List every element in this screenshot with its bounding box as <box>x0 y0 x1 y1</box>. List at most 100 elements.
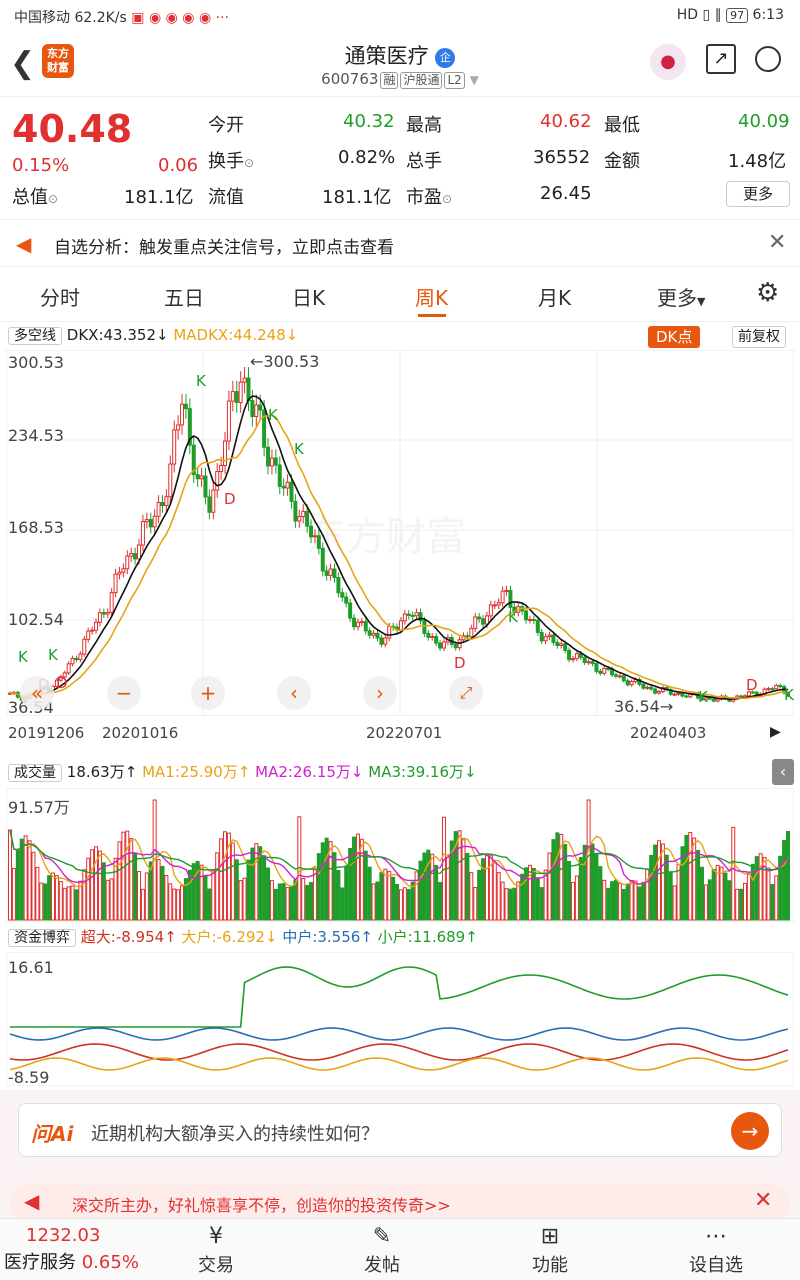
volume-bar <box>140 888 145 921</box>
y-axis-2: 234.53 <box>8 426 64 445</box>
info-icon[interactable]: ⊙ <box>244 156 255 170</box>
info-icon[interactable]: ⊙ <box>48 192 59 206</box>
candle-body <box>363 621 368 632</box>
volume-bar <box>438 881 443 921</box>
candle-body <box>148 519 153 528</box>
stock-code-row[interactable]: 600763 融沪股通 L2 ▼ <box>0 70 800 89</box>
volume-bar <box>535 877 540 921</box>
volume-bar <box>762 856 767 921</box>
volume-bar <box>113 857 118 921</box>
candle-body <box>414 612 419 617</box>
volume-bar <box>148 861 153 921</box>
candle-body <box>156 502 161 517</box>
settings-gear-icon[interactable]: ⚙ <box>756 278 780 308</box>
tab-monthly[interactable]: 月K <box>538 286 572 310</box>
candle-body <box>594 663 599 672</box>
alert-text[interactable]: 自选分析：触发重点关注信号，立即点击查看 <box>54 238 394 258</box>
share-icon[interactable]: ↗ <box>706 44 736 74</box>
tab-intraday[interactable]: 分时 <box>40 286 80 310</box>
candle-body <box>312 535 317 538</box>
index-ticker[interactable]: 1232.03 医疗服务 0.65% <box>4 1225 139 1274</box>
close-icon[interactable]: ✕ <box>754 1188 773 1213</box>
function-button[interactable]: ⊞ 功能 <box>510 1223 590 1277</box>
arrow-right-icon[interactable]: → <box>731 1112 769 1150</box>
alert-bar[interactable]: ◀ 自选分析：触发重点关注信号，立即点击查看 ✕ <box>0 219 800 267</box>
play-icon[interactable]: ▶ <box>770 724 781 740</box>
candle-body <box>78 653 83 661</box>
close-icon[interactable]: ✕ <box>768 230 787 255</box>
ai-question[interactable]: 近期机构大额净买入的持续性如何？ <box>91 1124 379 1145</box>
zoom-out-icon[interactable]: − <box>107 676 141 710</box>
small-value: 小户:11.689↑ <box>377 928 478 946</box>
adjust-selector[interactable]: 前复权 <box>732 326 786 348</box>
ai-logo: 问Ai <box>31 1122 74 1146</box>
volume-bar <box>500 881 505 921</box>
candle-body <box>441 641 446 649</box>
dkx-value: DKX:43.352↓ <box>66 326 169 344</box>
candle-body <box>305 510 310 527</box>
value-float-cap: 181.1亿 <box>322 187 392 208</box>
candle-body <box>739 695 744 698</box>
tab-five-day[interactable]: 五日 <box>164 286 204 310</box>
candle-body <box>117 571 122 575</box>
candle-body <box>578 653 583 658</box>
value-pe: 26.45 <box>540 183 592 204</box>
volume-bar <box>656 840 661 921</box>
candle-body <box>289 481 294 502</box>
candle-body <box>582 656 587 664</box>
search-icon[interactable] <box>755 46 781 72</box>
collapse-icon[interactable]: ‹ <box>772 759 794 785</box>
kline-grid <box>6 350 794 716</box>
add-watchlist-button[interactable]: ⋯ 设自选 <box>676 1223 756 1277</box>
scroll-left-icon[interactable]: « <box>20 676 54 710</box>
back-icon[interactable]: ❮ <box>10 46 36 81</box>
tab-weekly[interactable]: 周K <box>415 286 449 310</box>
volume-bar <box>430 853 435 921</box>
candle-body <box>402 613 407 622</box>
promo-banner[interactable]: ◀ 深交所主办，好礼惊喜享不停，创造你的投资传奇>> ✕ <box>10 1183 790 1221</box>
next-icon[interactable]: › <box>363 676 397 710</box>
volume-bar <box>778 855 783 921</box>
index-value: 1232.03 <box>26 1225 101 1246</box>
marker-k: K <box>698 688 709 706</box>
app-logo[interactable]: 东方财富 <box>42 44 74 78</box>
volume-bar <box>774 875 779 921</box>
robot-avatar-icon[interactable]: ● <box>650 44 686 80</box>
indicator-selector[interactable]: 多空线 <box>8 327 62 345</box>
candle-body <box>625 680 630 686</box>
promo-text[interactable]: 深交所主办，好礼惊喜享不停，创造你的投资传奇>> <box>72 1196 451 1215</box>
large-value: 大户:-6.292↓ <box>181 928 278 946</box>
volume-bar <box>156 859 161 921</box>
ai-question-bar[interactable]: 问Ai 近期机构大额净买入的持续性如何？ → <box>18 1103 782 1157</box>
volume-bar <box>484 853 489 921</box>
dk-point-button[interactable]: DK点 <box>648 326 701 348</box>
volume-bar <box>371 883 376 921</box>
tab-daily[interactable]: 日K <box>292 286 326 310</box>
trade-button[interactable]: ¥ 交易 <box>176 1223 256 1277</box>
candle-body <box>453 643 458 649</box>
candle-body <box>649 686 654 690</box>
volume-bar <box>215 852 220 921</box>
fund-selector[interactable]: 资金博弈 <box>8 929 76 947</box>
volume-bar <box>567 860 572 921</box>
info-icon[interactable]: ⊙ <box>442 192 453 206</box>
volume-bar <box>195 860 200 921</box>
fullscreen-icon[interactable]: ⤢ <box>449 676 483 710</box>
volume-bar <box>680 846 685 921</box>
post-button[interactable]: ✎ 发帖 <box>342 1223 422 1277</box>
value-volume: 36552 <box>533 147 591 168</box>
volume-bar <box>653 844 658 921</box>
volume-bar <box>203 874 208 921</box>
zoom-in-icon[interactable]: + <box>191 676 225 710</box>
candle-body <box>383 637 388 645</box>
tab-more[interactable]: 更多▼ <box>657 286 706 310</box>
volume-bar <box>395 883 400 921</box>
volume-bar <box>383 868 388 921</box>
more-dots-icon: ⋯ <box>705 1224 727 1249</box>
volume-bar <box>51 872 56 921</box>
volume-selector[interactable]: 成交量 <box>8 764 62 782</box>
chevron-down-icon: ▼ <box>469 73 479 87</box>
prev-icon[interactable]: ‹ <box>277 676 311 710</box>
more-button[interactable]: 更多 <box>726 181 790 207</box>
